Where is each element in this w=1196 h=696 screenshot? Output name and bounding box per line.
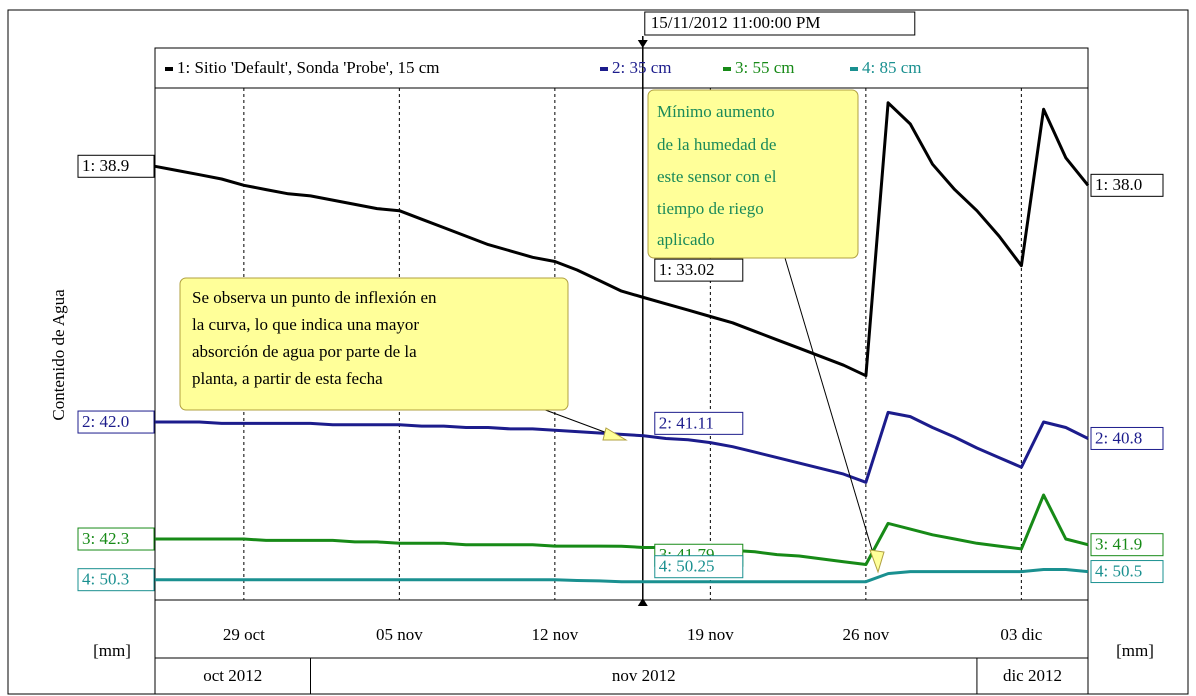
cursor-value-label: 1: 33.02 — [659, 260, 715, 279]
cursor-label-box — [644, 11, 916, 36]
callout-line: la curva, lo que indica una mayor — [192, 315, 419, 334]
unit-right: [mm] — [1116, 641, 1154, 660]
callout: Mínimo aumento de la humedad de este sen… — [647, 89, 885, 574]
callout: Se observa un punto de inflexión en la c… — [179, 277, 628, 441]
x-tick-label: 03 dic — [1000, 625, 1042, 644]
start-label: 4: 50.3 — [82, 570, 129, 589]
month-row — [154, 657, 1089, 695]
grid — [243, 88, 1022, 600]
start-label-box — [77, 154, 155, 178]
legend-label: 4: 85 cm — [862, 58, 922, 77]
start-label-box — [77, 568, 155, 592]
arrow-head — [869, 549, 885, 574]
callout-arrow — [784, 257, 879, 571]
unit-left: [mm] — [93, 641, 131, 660]
x-tick-label: 19 nov — [687, 625, 734, 644]
arrow-head — [602, 427, 628, 441]
cursor-value-label-box — [654, 411, 744, 435]
y-axis-label: Contenido de Agua — [49, 289, 68, 421]
traces — [154, 36, 1090, 606]
end-label: 3: 41.9 — [1095, 535, 1142, 554]
cursor-marker — [637, 40, 648, 48]
start-label-box — [77, 527, 155, 551]
end-label: 4: 50.5 — [1095, 561, 1142, 580]
end-label: 2: 40.8 — [1095, 428, 1142, 447]
callout-box — [647, 89, 859, 259]
legend-label: 2: 35 cm — [612, 58, 672, 77]
callout-line: Se observa un punto de inflexión en — [192, 288, 437, 307]
legend-label: 1: Sitio 'Default', Sonda 'Probe', 15 cm — [177, 58, 440, 77]
cursor-value-label: 4: 50.25 — [659, 557, 715, 576]
month-label: oct 2012 — [203, 666, 262, 685]
end-label-box — [1090, 173, 1164, 197]
callout-line: absorción de agua por parte de la — [192, 342, 417, 361]
start-label-box — [77, 410, 155, 434]
x-tick-label: 05 nov — [376, 625, 423, 644]
callout-line: este sensor con el — [657, 167, 777, 186]
series-line — [155, 410, 1089, 484]
start-label: 3: 42.3 — [82, 529, 129, 548]
month-label: dic 2012 — [1003, 666, 1062, 685]
cursor-label: 15/11/2012 11:00:00 PM — [651, 13, 821, 32]
start-label: 2: 42.0 — [82, 412, 129, 431]
series-line — [154, 101, 1090, 378]
series-line — [155, 493, 1089, 566]
date-row — [154, 599, 1089, 659]
cursor-value-label: 2: 41.11 — [659, 413, 714, 432]
callout-line: Mínimo aumento — [657, 102, 775, 121]
cursor-marker — [637, 598, 648, 606]
callout-line: planta, a partir de esta fecha — [192, 369, 383, 388]
month-label: nov 2012 — [612, 666, 676, 685]
end-label: 1: 38.0 — [1095, 175, 1142, 194]
x-tick-label: 12 nov — [531, 625, 578, 644]
callout-line: aplicado — [657, 230, 715, 249]
end-label-box — [1090, 426, 1164, 450]
labels: 29 oct 05 nov 12 nov 19 nov 26 nov 03 dic oct … — [77, 11, 1164, 694]
end-label-box — [1090, 560, 1164, 584]
callout-line: tiempo de riego — [657, 199, 764, 218]
series-line — [155, 568, 1089, 584]
callout-line: de la humedad de — [657, 135, 776, 154]
end-label-box — [1090, 533, 1164, 557]
legend-label: 3: 55 cm — [735, 58, 795, 77]
start-label: 1: 38.9 — [82, 156, 129, 175]
callout-box — [179, 277, 569, 411]
cursor-value-label-box — [654, 258, 744, 282]
cursor-value-label-box — [654, 555, 744, 579]
x-tick-label: 29 oct — [223, 625, 265, 644]
x-tick-label: 26 nov — [842, 625, 889, 644]
